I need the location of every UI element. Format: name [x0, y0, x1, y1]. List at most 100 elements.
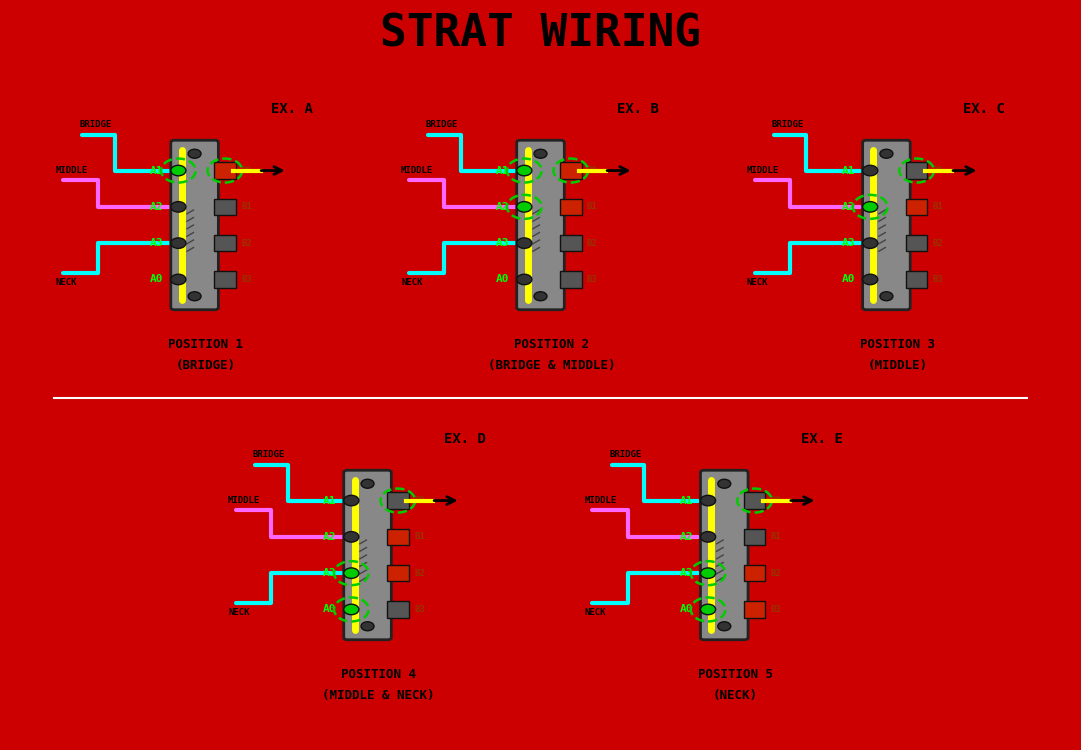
Circle shape — [171, 202, 186, 212]
Text: MIDDLE: MIDDLE — [55, 166, 88, 175]
Text: B2: B2 — [933, 238, 944, 248]
Circle shape — [344, 568, 359, 578]
Circle shape — [344, 532, 359, 542]
Text: (MIDDLE): (MIDDLE) — [867, 358, 927, 371]
Text: A3: A3 — [496, 238, 509, 248]
Circle shape — [700, 532, 716, 542]
Text: B2: B2 — [771, 568, 782, 578]
Text: B1: B1 — [771, 532, 782, 542]
Text: EX. D: EX. D — [444, 432, 485, 445]
Text: EX. E: EX. E — [801, 432, 842, 445]
Text: MIDDLE: MIDDLE — [585, 496, 617, 505]
Text: (BRIDGE & MIDDLE): (BRIDGE & MIDDLE) — [488, 358, 615, 371]
Bar — [906, 199, 927, 215]
Text: A0: A0 — [680, 604, 693, 614]
FancyBboxPatch shape — [863, 140, 910, 310]
Circle shape — [517, 274, 532, 285]
Circle shape — [517, 165, 532, 176]
Bar — [744, 529, 765, 545]
Bar — [214, 235, 236, 251]
Circle shape — [188, 149, 201, 158]
Text: B2: B2 — [414, 568, 425, 578]
Text: A3: A3 — [680, 568, 693, 578]
FancyBboxPatch shape — [344, 470, 391, 640]
Text: A0: A0 — [842, 274, 855, 284]
Text: NECK: NECK — [228, 608, 250, 617]
Text: A2: A2 — [323, 532, 336, 542]
Text: NECK: NECK — [401, 278, 423, 287]
Text: A1: A1 — [150, 166, 163, 176]
Text: B1: B1 — [933, 202, 944, 211]
Text: NECK: NECK — [747, 278, 769, 287]
Text: POSITION 5: POSITION 5 — [697, 668, 773, 680]
Text: (BRIDGE): (BRIDGE) — [175, 358, 236, 371]
Circle shape — [863, 238, 878, 248]
Bar — [214, 199, 236, 215]
Circle shape — [361, 479, 374, 488]
Text: B0: B0 — [587, 166, 598, 175]
Circle shape — [361, 622, 374, 631]
Bar — [387, 492, 409, 508]
Text: B1: B1 — [241, 202, 252, 211]
Text: B0: B0 — [241, 166, 252, 175]
Circle shape — [863, 165, 878, 176]
Text: BRIDGE: BRIDGE — [80, 119, 112, 128]
Bar — [214, 162, 236, 178]
Text: B2: B2 — [241, 238, 252, 248]
Text: A1: A1 — [842, 166, 855, 176]
Text: A0: A0 — [496, 274, 509, 284]
Text: A1: A1 — [680, 496, 693, 506]
Circle shape — [718, 622, 731, 631]
Circle shape — [700, 495, 716, 506]
Text: A0: A0 — [150, 274, 163, 284]
Bar — [744, 565, 765, 581]
Circle shape — [534, 292, 547, 301]
Circle shape — [534, 149, 547, 158]
Text: (NECK): (NECK) — [712, 688, 758, 701]
Text: B2: B2 — [587, 238, 598, 248]
Text: MIDDLE: MIDDLE — [747, 166, 779, 175]
Text: NECK: NECK — [55, 278, 77, 287]
Text: STRAT WIRING: STRAT WIRING — [381, 12, 700, 56]
Text: B3: B3 — [587, 275, 598, 284]
Text: A1: A1 — [323, 496, 336, 506]
Text: B1: B1 — [414, 532, 425, 542]
Text: B0: B0 — [771, 496, 782, 505]
Circle shape — [344, 604, 359, 615]
Text: EX. C: EX. C — [963, 102, 1004, 116]
Text: A3: A3 — [842, 238, 855, 248]
Text: (MIDDLE & NECK): (MIDDLE & NECK) — [322, 688, 435, 701]
Text: A1: A1 — [496, 166, 509, 176]
Bar — [744, 492, 765, 508]
Text: EX. A: EX. A — [271, 102, 312, 116]
Text: POSITION 1: POSITION 1 — [168, 338, 243, 350]
Bar — [906, 162, 927, 178]
Circle shape — [718, 479, 731, 488]
Text: A2: A2 — [680, 532, 693, 542]
Text: POSITION 3: POSITION 3 — [859, 338, 935, 350]
Text: BRIDGE: BRIDGE — [772, 119, 804, 128]
Circle shape — [863, 274, 878, 285]
Circle shape — [700, 568, 716, 578]
Text: A2: A2 — [150, 202, 163, 211]
Circle shape — [880, 149, 893, 158]
Circle shape — [517, 238, 532, 248]
Bar — [387, 529, 409, 545]
Bar — [906, 235, 927, 251]
Text: EX. B: EX. B — [617, 102, 658, 116]
Text: A2: A2 — [842, 202, 855, 211]
Bar — [744, 602, 765, 618]
Circle shape — [700, 604, 716, 615]
Circle shape — [171, 274, 186, 285]
Text: B3: B3 — [771, 605, 782, 614]
Bar — [387, 565, 409, 581]
Circle shape — [171, 165, 186, 176]
Circle shape — [344, 495, 359, 506]
Text: B3: B3 — [414, 605, 425, 614]
FancyBboxPatch shape — [700, 470, 748, 640]
Text: A2: A2 — [496, 202, 509, 211]
Text: MIDDLE: MIDDLE — [228, 496, 261, 505]
Text: BRIDGE: BRIDGE — [426, 119, 458, 128]
Text: B3: B3 — [933, 275, 944, 284]
Text: POSITION 4: POSITION 4 — [341, 668, 416, 680]
